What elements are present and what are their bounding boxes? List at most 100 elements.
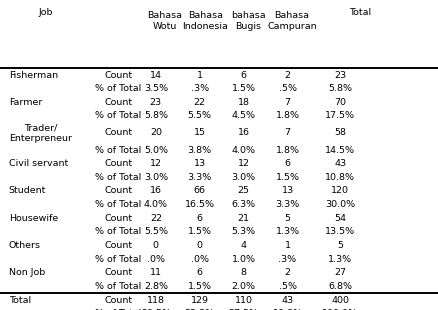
Text: 70: 70 — [333, 98, 346, 107]
Text: Fisherman: Fisherman — [9, 70, 58, 80]
Text: Bahasa
Wotu: Bahasa Wotu — [147, 11, 182, 31]
Text: Farmer: Farmer — [9, 98, 42, 107]
Text: 16: 16 — [237, 128, 249, 138]
Text: .0%: .0% — [146, 255, 165, 264]
Text: 5.8%: 5.8% — [144, 111, 167, 121]
Text: 8: 8 — [240, 268, 246, 277]
Text: 0: 0 — [152, 241, 159, 250]
Text: 118: 118 — [146, 295, 165, 305]
Text: 0: 0 — [196, 241, 202, 250]
Text: 43: 43 — [333, 159, 346, 168]
Text: 7: 7 — [284, 98, 290, 107]
Text: 6: 6 — [196, 268, 202, 277]
Text: 1.3%: 1.3% — [328, 255, 351, 264]
Text: 21: 21 — [237, 214, 249, 223]
Text: 6: 6 — [240, 70, 246, 80]
Text: Trader/
Enterpreneur: Trader/ Enterpreneur — [9, 123, 72, 143]
Text: 22: 22 — [193, 98, 205, 107]
Text: 5.8%: 5.8% — [328, 84, 351, 93]
Text: 6.3%: 6.3% — [231, 200, 255, 209]
Text: 12: 12 — [149, 159, 162, 168]
Text: 1.5%: 1.5% — [275, 173, 299, 182]
Text: 20: 20 — [149, 128, 162, 138]
Text: 16: 16 — [149, 186, 162, 196]
Text: Bahasa
Indonesia: Bahasa Indonesia — [182, 11, 228, 31]
Text: 4.0%: 4.0% — [231, 145, 255, 155]
Text: 17.5%: 17.5% — [325, 111, 354, 121]
Text: Count: Count — [104, 214, 132, 223]
Text: 13.5%: 13.5% — [325, 227, 354, 237]
Text: 23: 23 — [333, 70, 346, 80]
Text: % of Total: % of Total — [95, 255, 141, 264]
Text: 11: 11 — [149, 268, 162, 277]
Text: 4.5%: 4.5% — [231, 111, 255, 121]
Text: 1: 1 — [284, 241, 290, 250]
Text: 5: 5 — [284, 214, 290, 223]
Text: Count: Count — [104, 268, 132, 277]
Text: 4: 4 — [240, 241, 246, 250]
Text: 3.0%: 3.0% — [144, 173, 167, 182]
Text: % of Total: % of Total — [95, 145, 141, 155]
Text: Bahasa
Campuran: Bahasa Campuran — [266, 11, 316, 31]
Text: 110: 110 — [234, 295, 252, 305]
Text: Job: Job — [39, 8, 53, 17]
Text: 5.5%: 5.5% — [187, 111, 211, 121]
Text: 7: 7 — [284, 128, 290, 138]
Text: Total: Total — [9, 295, 31, 305]
Text: Count: Count — [104, 295, 132, 305]
Text: % of Total: % of Total — [95, 111, 141, 121]
Text: 1.5%: 1.5% — [187, 227, 211, 237]
Text: 6.8%: 6.8% — [328, 282, 351, 291]
Text: 18: 18 — [237, 98, 249, 107]
Text: 10.8%: 10.8% — [272, 309, 302, 310]
Text: 27: 27 — [333, 268, 346, 277]
Text: 5.3%: 5.3% — [231, 227, 255, 237]
Text: 1.8%: 1.8% — [275, 145, 299, 155]
Text: 29.5%: 29.5% — [141, 309, 170, 310]
Text: 400: 400 — [330, 295, 349, 305]
Text: 100.0%: 100.0% — [321, 309, 357, 310]
Text: 13: 13 — [281, 186, 293, 196]
Text: 3.5%: 3.5% — [144, 84, 167, 93]
Text: Housewife: Housewife — [9, 214, 58, 223]
Text: 6: 6 — [284, 159, 290, 168]
Text: .3%: .3% — [190, 84, 208, 93]
Text: % of Total: % of Total — [95, 173, 141, 182]
Text: 120: 120 — [330, 186, 349, 196]
Text: 3.3%: 3.3% — [187, 173, 212, 182]
Text: 66: 66 — [193, 186, 205, 196]
Text: 6: 6 — [196, 214, 202, 223]
Text: 32.3%: 32.3% — [184, 309, 214, 310]
Text: Total: Total — [348, 8, 370, 17]
Text: 1.0%: 1.0% — [231, 255, 255, 264]
Text: 2: 2 — [284, 268, 290, 277]
Text: 1.5%: 1.5% — [187, 282, 211, 291]
Text: 15: 15 — [193, 128, 205, 138]
Text: 3.8%: 3.8% — [187, 145, 211, 155]
Text: 1: 1 — [196, 70, 202, 80]
Text: 3.0%: 3.0% — [231, 173, 255, 182]
Text: Student: Student — [9, 186, 46, 196]
Text: Others: Others — [9, 241, 41, 250]
Text: Count: Count — [104, 241, 132, 250]
Text: 5: 5 — [336, 241, 343, 250]
Text: Count: Count — [104, 128, 132, 138]
Text: 1.8%: 1.8% — [275, 111, 299, 121]
Text: 43: 43 — [281, 295, 293, 305]
Text: Non Job: Non Job — [9, 268, 45, 277]
Text: % of Total: % of Total — [95, 200, 141, 209]
Text: % of Total: % of Total — [95, 309, 141, 310]
Text: 54: 54 — [333, 214, 346, 223]
Text: .0%: .0% — [190, 255, 208, 264]
Text: 5.0%: 5.0% — [144, 145, 167, 155]
Text: 1.3%: 1.3% — [275, 227, 299, 237]
Text: 3.3%: 3.3% — [275, 200, 299, 209]
Text: 30.0%: 30.0% — [325, 200, 354, 209]
Text: 12: 12 — [237, 159, 249, 168]
Text: 4.0%: 4.0% — [144, 200, 167, 209]
Text: 25: 25 — [237, 186, 249, 196]
Text: 1.5%: 1.5% — [231, 84, 255, 93]
Text: 5.5%: 5.5% — [144, 227, 167, 237]
Text: Count: Count — [104, 186, 132, 196]
Text: 14: 14 — [149, 70, 162, 80]
